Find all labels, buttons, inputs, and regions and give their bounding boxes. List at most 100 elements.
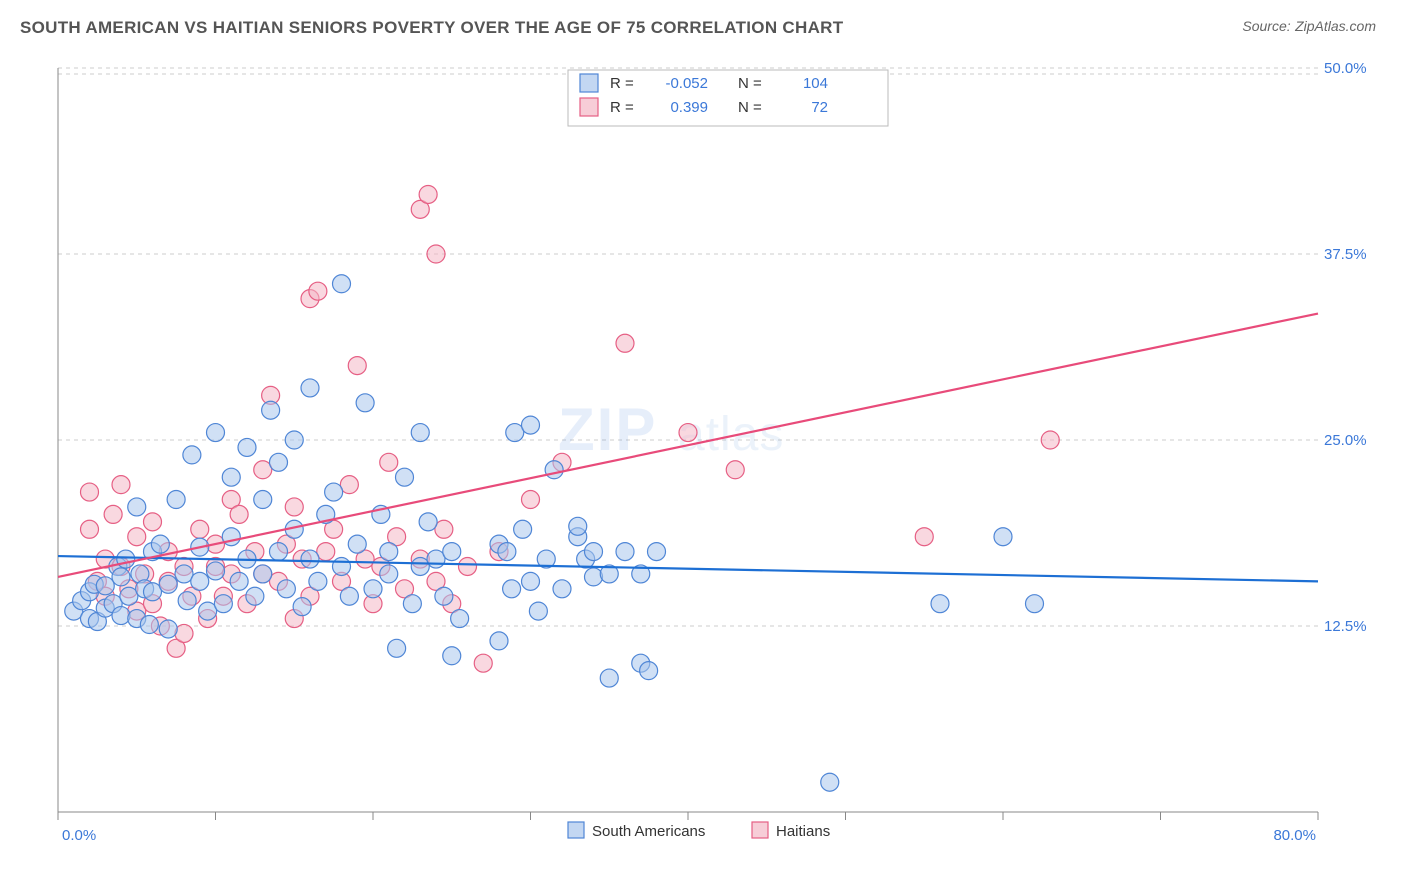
data-point — [427, 245, 445, 263]
data-point — [419, 513, 437, 531]
data-point — [277, 580, 295, 598]
data-point — [726, 461, 744, 479]
data-point — [931, 595, 949, 613]
data-point — [380, 543, 398, 561]
data-point — [403, 595, 421, 613]
data-point — [994, 528, 1012, 546]
data-point — [309, 282, 327, 300]
data-point — [380, 565, 398, 583]
data-point — [230, 572, 248, 590]
data-point — [490, 632, 508, 650]
data-point — [207, 424, 225, 442]
data-point — [285, 498, 303, 516]
source-label: Source: — [1242, 18, 1290, 34]
data-point — [254, 565, 272, 583]
data-point — [207, 562, 225, 580]
data-point — [435, 587, 453, 605]
data-point — [600, 669, 618, 687]
data-point — [270, 453, 288, 471]
data-point — [419, 185, 437, 203]
data-point — [270, 543, 288, 561]
data-point — [364, 580, 382, 598]
chart-svg: 0.0%80.0%12.5%25.0%37.5%50.0%Seniors Pov… — [48, 58, 1378, 858]
data-point — [356, 394, 374, 412]
data-point — [230, 505, 248, 523]
data-point — [254, 491, 272, 509]
data-point — [451, 610, 469, 628]
data-point — [522, 572, 540, 590]
data-point — [112, 607, 130, 625]
data-point — [503, 580, 521, 598]
data-point — [585, 543, 603, 561]
legend-r-value: 0.399 — [670, 99, 708, 116]
data-point — [104, 505, 122, 523]
x-tick-label: 80.0% — [1273, 827, 1316, 844]
data-point — [81, 483, 99, 501]
data-point — [569, 517, 587, 535]
data-point — [159, 620, 177, 638]
data-point — [128, 528, 146, 546]
data-point — [214, 595, 232, 613]
data-point — [1041, 431, 1059, 449]
data-point — [128, 498, 146, 516]
legend-r-label: R = — [610, 99, 634, 116]
data-point — [640, 662, 658, 680]
data-point — [222, 468, 240, 486]
data-point — [191, 520, 209, 538]
y-tick-label: 50.0% — [1324, 60, 1367, 77]
legend-swatch — [580, 98, 598, 116]
data-point — [474, 654, 492, 672]
y-tick-label: 25.0% — [1324, 432, 1367, 449]
data-point — [679, 424, 697, 442]
data-point — [648, 543, 666, 561]
legend-swatch — [580, 74, 598, 92]
legend-n-label: N = — [738, 75, 762, 92]
data-point — [151, 535, 169, 553]
data-point — [616, 543, 634, 561]
data-point — [380, 453, 398, 471]
data-point — [117, 550, 135, 568]
data-point — [325, 483, 343, 501]
data-point — [411, 424, 429, 442]
data-point — [333, 557, 351, 575]
data-point — [183, 446, 201, 464]
data-point — [167, 491, 185, 509]
legend-n-label: N = — [738, 99, 762, 116]
data-point — [522, 491, 540, 509]
bottom-legend-label: South Americans — [592, 823, 705, 840]
data-point — [443, 647, 461, 665]
data-point — [140, 616, 158, 634]
bottom-legend-swatch — [752, 822, 768, 838]
data-point — [388, 639, 406, 657]
svg-text:ZIP: ZIP — [558, 396, 657, 463]
data-point — [191, 572, 209, 590]
data-point — [301, 550, 319, 568]
legend-n-value: 72 — [811, 99, 828, 116]
data-point — [522, 416, 540, 434]
data-point — [348, 535, 366, 553]
legend-r-value: -0.052 — [665, 75, 708, 92]
data-point — [144, 513, 162, 531]
source-name: ZipAtlas.com — [1295, 18, 1376, 34]
data-point — [821, 773, 839, 791]
data-point — [301, 379, 319, 397]
data-point — [396, 468, 414, 486]
bottom-legend-swatch — [568, 822, 584, 838]
series-south-americans — [65, 275, 1044, 791]
bottom-legend-label: Haitians — [776, 823, 830, 840]
source-block: Source: ZipAtlas.com — [1242, 18, 1376, 36]
scatter-chart: 0.0%80.0%12.5%25.0%37.5%50.0%Seniors Pov… — [48, 58, 1378, 858]
data-point — [262, 401, 280, 419]
data-point — [915, 528, 933, 546]
data-point — [333, 275, 351, 293]
data-point — [514, 520, 532, 538]
data-point — [285, 431, 303, 449]
y-tick-label: 37.5% — [1324, 246, 1367, 263]
data-point — [112, 568, 130, 586]
data-point — [443, 543, 461, 561]
data-point — [616, 334, 634, 352]
data-point — [553, 580, 571, 598]
data-point — [246, 587, 264, 605]
y-tick-label: 12.5% — [1324, 618, 1367, 635]
data-point — [293, 598, 311, 616]
